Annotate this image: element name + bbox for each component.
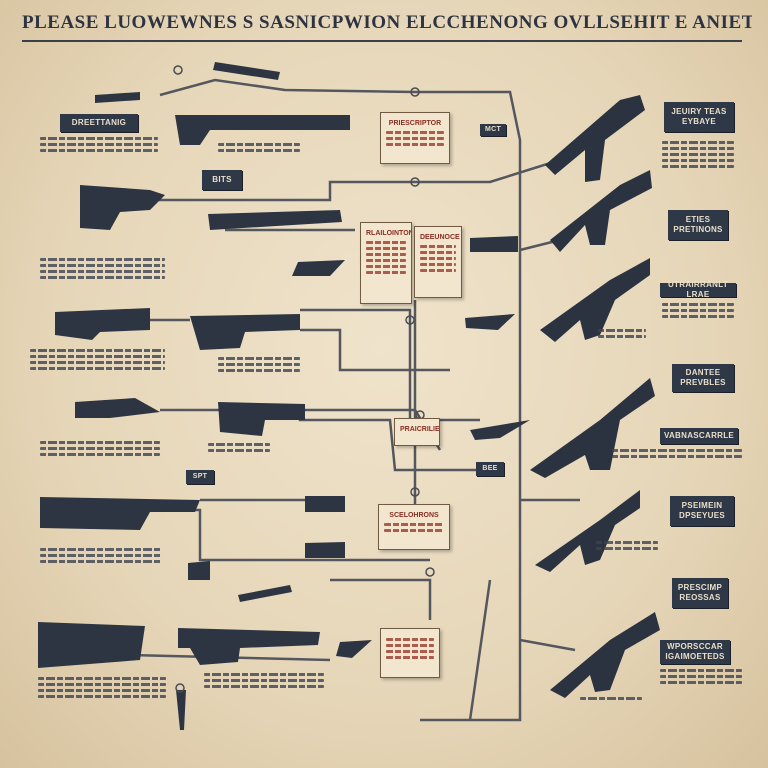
tag-t3: BEE — [476, 462, 504, 476]
note-n1: PRIESCRIPTOR — [380, 112, 450, 164]
rifle-icon — [190, 314, 300, 350]
rifle-icon — [175, 115, 350, 145]
note-n6 — [380, 628, 440, 678]
label-mid1: BITS — [202, 170, 242, 190]
right-rifle-column — [530, 95, 660, 698]
grip-icon — [38, 622, 145, 668]
weapon-silhouettes — [38, 62, 530, 730]
text-block — [612, 446, 742, 461]
note-title: SCELOHRONS — [389, 512, 439, 519]
tag-t1: MCT — [480, 124, 506, 136]
text-block — [580, 694, 642, 703]
scope-icon — [208, 210, 342, 230]
text-block — [38, 674, 166, 701]
text-block — [40, 438, 160, 459]
note-title: PRAICRILIEN — [400, 426, 440, 433]
text-block — [662, 138, 734, 171]
knife-icon — [95, 92, 140, 103]
text-block — [660, 666, 742, 687]
poster-title: PLEASE LUOWEWNES S SASNICPWION ELCCHENON… — [22, 12, 752, 33]
text-block — [208, 440, 270, 455]
text-block — [40, 545, 162, 566]
text-block — [40, 134, 158, 155]
text-block — [596, 538, 658, 553]
text-block — [40, 255, 165, 282]
text-block — [204, 670, 324, 691]
barrel-icon — [470, 236, 518, 252]
grip-icon — [80, 185, 165, 230]
label-r1: JEUIRY TEAS EYBAYE — [664, 102, 734, 132]
knife-icon — [470, 420, 530, 440]
text-block — [218, 140, 300, 155]
note-title: PRIESCRIPTOR — [388, 120, 442, 127]
knife-icon — [238, 585, 292, 602]
barrel-icon — [305, 496, 345, 512]
label-r8: WPORSCCAR IGAIMOETEDS — [660, 640, 730, 664]
text-block — [662, 300, 734, 321]
label-r6: PSEIMEIN DPSEYUES — [670, 496, 734, 526]
pendant-icon — [176, 690, 186, 730]
label-r3: UTRAIRRANLT LRAE — [660, 280, 736, 299]
rifle-icon — [178, 628, 320, 665]
note-n2: RLAILOINTONS — [360, 222, 412, 304]
note-n3: DEEUNOCE — [414, 226, 462, 298]
text-block — [598, 326, 646, 341]
knife-icon — [465, 314, 515, 330]
rifle-icon — [540, 258, 650, 342]
title-divider — [22, 40, 742, 42]
label-r4: DANTEE PREVBLES — [672, 364, 734, 392]
ring-connectors — [173, 65, 435, 693]
rifle-icon — [550, 170, 652, 252]
note-title: DEEUNOCE — [420, 234, 460, 241]
label-r2: ETIES PRETINONS — [668, 210, 728, 240]
tag-t2: SPT — [186, 470, 214, 484]
label-r5: VABNASCARRLE — [660, 428, 738, 444]
label-r7: PRESCIMP REOSSAS — [672, 578, 728, 608]
rifle-icon — [535, 490, 640, 572]
barrel-icon — [305, 542, 345, 558]
connector-wires — [100, 78, 580, 722]
barrel-icon — [213, 62, 280, 80]
magazine-icon — [188, 561, 210, 580]
knife-icon — [336, 640, 372, 658]
text-block — [218, 354, 300, 375]
rifle-icon — [530, 378, 655, 478]
rifle-icon — [218, 402, 305, 436]
note-title: RLAILOINTONS — [366, 230, 411, 237]
rifle-icon — [75, 398, 160, 418]
rifle-icon — [55, 308, 150, 340]
note-n5: SCELOHRONS — [378, 504, 450, 550]
rifle-icon — [545, 95, 645, 182]
note-n4: PRAICRILIEN — [394, 418, 440, 446]
rifle-icon — [550, 612, 660, 698]
magazine-icon — [292, 260, 345, 276]
text-block — [30, 346, 165, 373]
rifle-icon — [40, 497, 200, 530]
label-tl1: DREETTANIG — [60, 114, 138, 132]
